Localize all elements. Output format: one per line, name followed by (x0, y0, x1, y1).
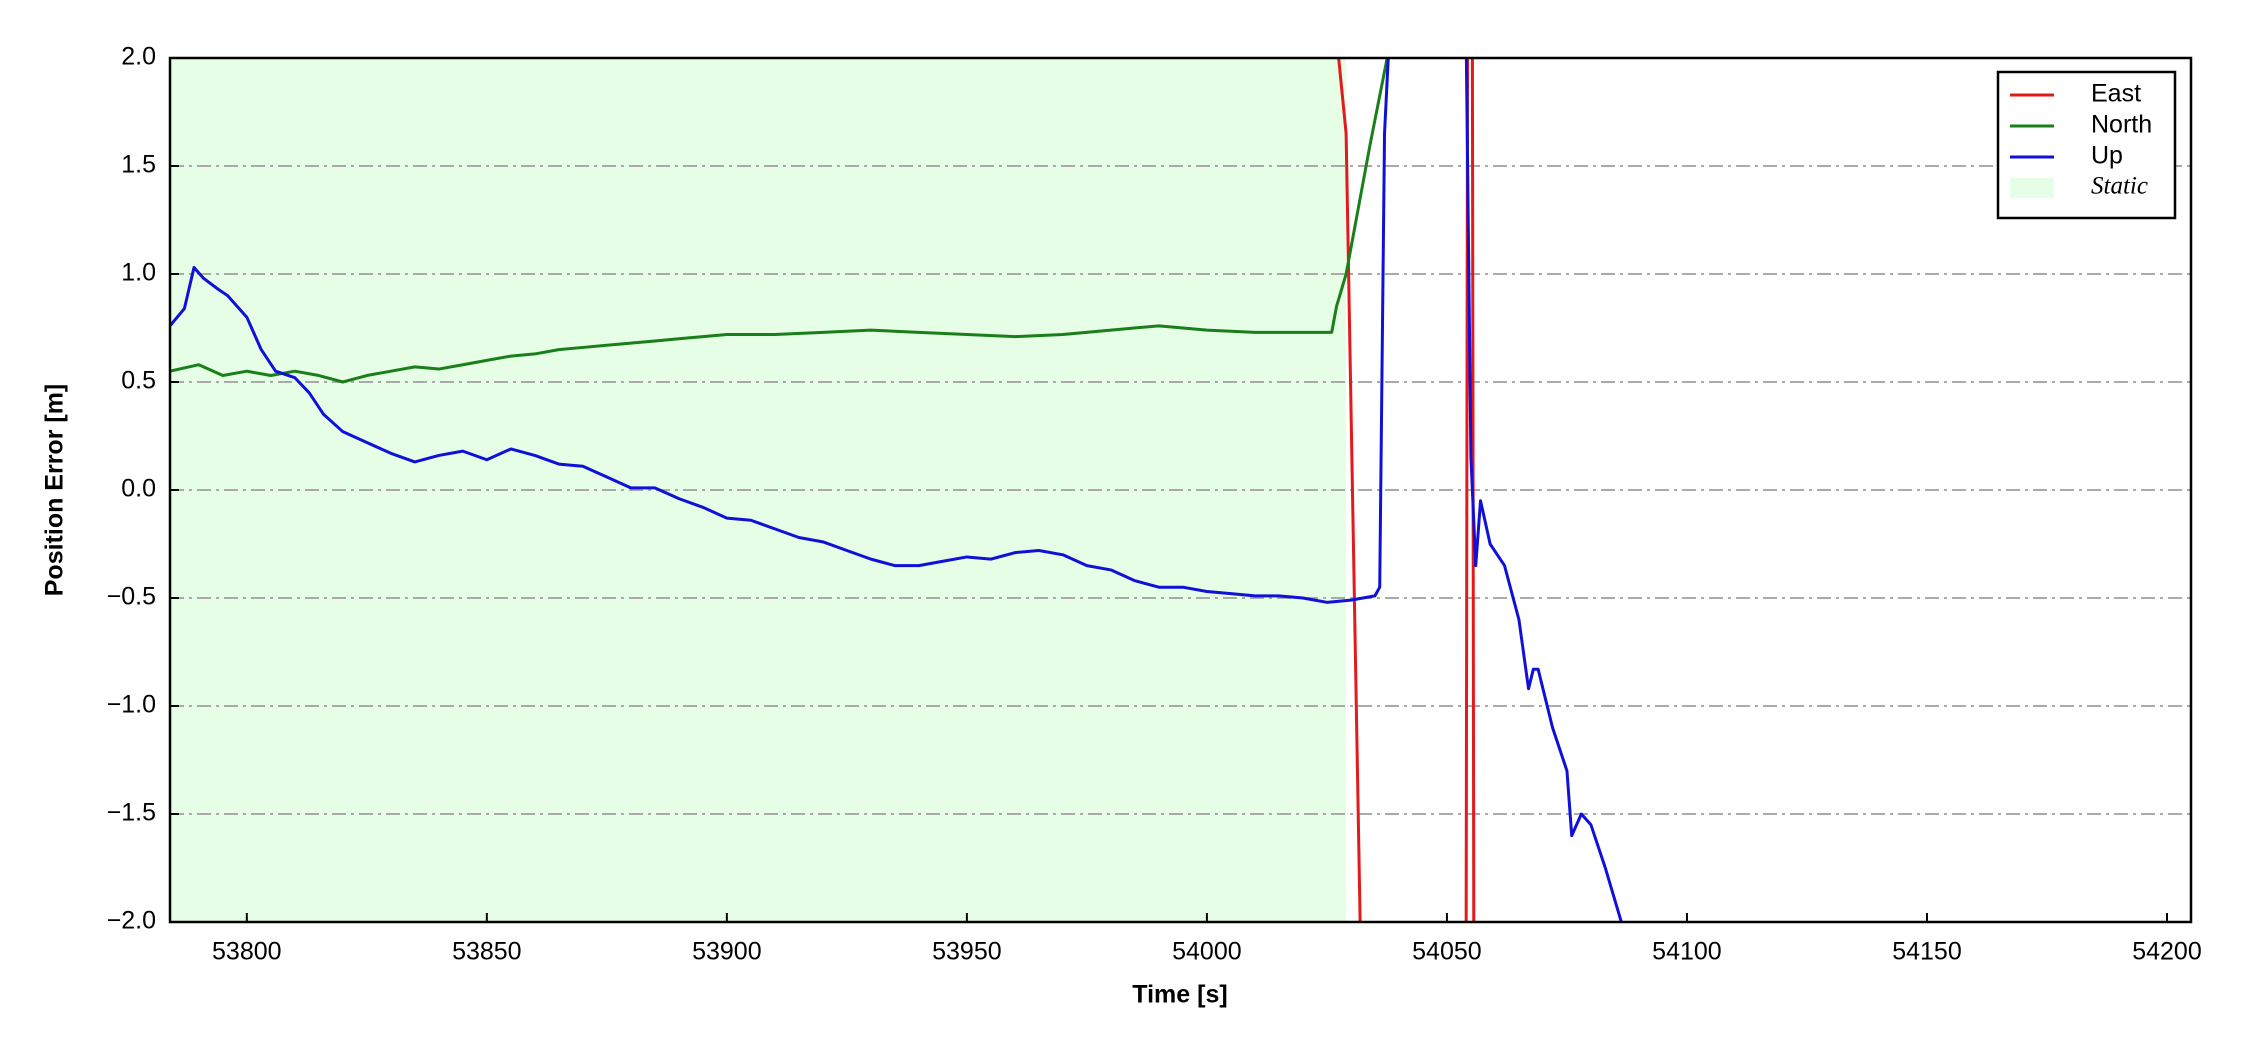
legend-label: North (2091, 111, 2152, 139)
y-tick-label: −1.5 (107, 799, 156, 827)
x-tick-label: 54200 (2132, 938, 2202, 966)
x-tick-label: 53900 (692, 938, 762, 966)
grid-layer (170, 165, 2191, 815)
x-tick-label: 54050 (1412, 938, 1482, 966)
legend-label: Up (2091, 142, 2123, 170)
y-tick-label: −0.5 (107, 583, 156, 611)
axis-layer: −2.0 −1.5 −1.0 −0.5 0.0 0.5 1.0 1.5 2.0 53800 5385… (107, 43, 2202, 966)
legend: East North Up Static (1996, 70, 2177, 220)
legend-swatch (2010, 178, 2054, 198)
y-tick-label: −2.0 (107, 907, 156, 935)
y-tick-label: 1.5 (121, 151, 156, 179)
x-tick-label: 54150 (1892, 938, 1962, 966)
x-tick-label: 54100 (1652, 938, 1722, 966)
legend-label: East (2091, 80, 2141, 108)
y-tick-label: 0.5 (121, 367, 156, 395)
y-tick-label: 0.0 (121, 475, 156, 503)
series-line (1337, 58, 1476, 922)
y-tick-label: 2.0 (121, 43, 156, 71)
x-tick-label: 54000 (1172, 938, 1242, 966)
series-line (170, 58, 1623, 922)
x-tick-label: 53800 (212, 938, 282, 966)
y-tick-label: −1.0 (107, 691, 156, 719)
x-tick-label: 53950 (932, 938, 1002, 966)
line-layer (170, 58, 1623, 922)
y-axis-label: Position Error [m] (41, 384, 69, 597)
x-axis-label: Time [s] (1132, 981, 1227, 1009)
x-tick-label: 53850 (452, 938, 522, 966)
series-line (170, 58, 1389, 384)
y-tick-label: 1.0 (121, 259, 156, 287)
legend-label: Static (2091, 173, 2148, 200)
